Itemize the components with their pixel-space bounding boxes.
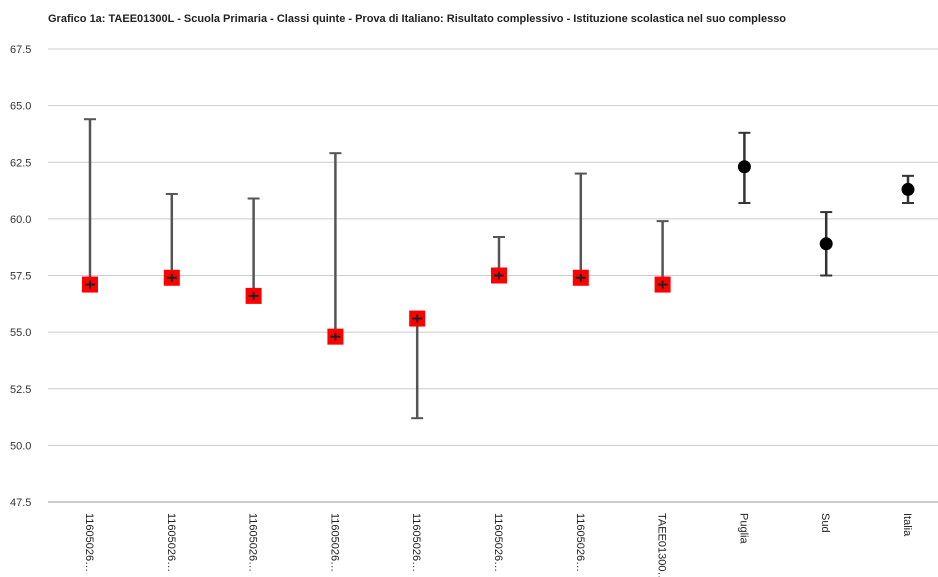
x-tick-label: 11605026… (328, 513, 340, 572)
data-point (901, 182, 915, 196)
y-tick-label: 57.5 (10, 271, 31, 283)
y-axis-ticks: 67.5 65.0 62.5 60.0 57.5 55.0 52.5 50.0 47.5 (10, 44, 31, 509)
x-tick-label: 11605026… (574, 513, 586, 572)
chart-title: Grafico 1a: TAEE01300L - Scuola Primaria… (48, 13, 787, 25)
x-tick-label: 11605026… (83, 513, 95, 572)
x-tick-label: 11605026… (410, 513, 422, 572)
y-tick-label: 67.5 (10, 44, 31, 56)
y-tick-label: 65.0 (10, 101, 31, 113)
data-points (82, 160, 915, 345)
y-tick-label: 62.5 (10, 157, 31, 169)
data-point (819, 237, 833, 251)
data-point (737, 160, 751, 174)
x-tick-label: 11605026… (492, 513, 504, 572)
y-tick-label: 60.0 (10, 214, 31, 226)
x-tick-label: 11605026… (247, 513, 259, 572)
x-tick-label: TAEE01300… (656, 513, 668, 577)
error-bars (84, 118, 914, 420)
x-tick-label: Sud (819, 513, 831, 533)
x-axis-ticks: 11605026… 11605026… 11605026… 11605026… 1160… (83, 513, 913, 577)
y-tick-label: 52.5 (10, 384, 31, 396)
x-tick-label: 11605026… (165, 513, 177, 572)
y-tick-label: 55.0 (10, 327, 31, 339)
x-tick-label: Italia (901, 513, 913, 537)
y-tick-label: 47.5 (10, 497, 31, 509)
y-tick-label: 50.0 (10, 440, 31, 452)
x-tick-label: Puglia (737, 513, 749, 544)
